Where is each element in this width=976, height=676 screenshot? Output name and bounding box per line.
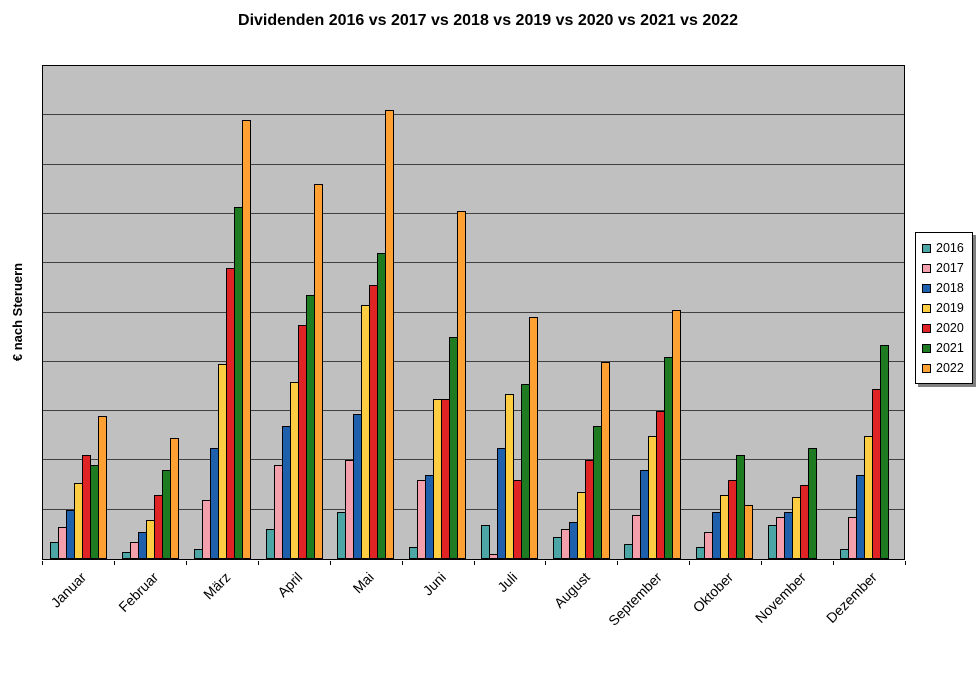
bar-2021-november bbox=[807, 448, 817, 559]
x-axis-tick bbox=[689, 561, 691, 565]
x-tick-label-märz: März bbox=[199, 569, 234, 603]
bar-groups bbox=[43, 66, 904, 559]
legend-item-2017: 2017 bbox=[922, 258, 966, 278]
bar-2019-juli bbox=[504, 393, 514, 559]
bar-2022-juli bbox=[528, 317, 538, 559]
legend-label-2016: 2016 bbox=[936, 241, 964, 255]
bar-group-februar bbox=[115, 66, 187, 559]
x-axis-tick bbox=[113, 561, 115, 565]
x-axis-tick bbox=[833, 561, 835, 565]
bar-group-märz bbox=[187, 66, 259, 559]
x-tick-label-januar: Januar bbox=[47, 569, 90, 611]
legend-item-2019: 2019 bbox=[922, 298, 966, 318]
bar-2022-juni bbox=[457, 211, 467, 559]
bar-group-april bbox=[258, 66, 330, 559]
legend-label-2018: 2018 bbox=[936, 281, 964, 295]
x-axis-tick bbox=[257, 561, 259, 565]
x-axis-tick bbox=[401, 561, 403, 565]
x-tick-label-august: August bbox=[550, 569, 593, 612]
bar-2022-september bbox=[672, 310, 682, 559]
x-axis-tick bbox=[545, 561, 547, 565]
gridline bbox=[43, 163, 904, 165]
bar-2022-mai bbox=[385, 110, 395, 559]
bar-group-september bbox=[617, 66, 689, 559]
x-axis-tick bbox=[761, 561, 763, 565]
x-axis-tick bbox=[329, 561, 331, 565]
bar-group-juli bbox=[474, 66, 546, 559]
bar-2021-dezember bbox=[879, 344, 889, 559]
legend-label-2022: 2022 bbox=[936, 361, 964, 375]
legend-label-2017: 2017 bbox=[936, 261, 964, 275]
legend-swatch-2019 bbox=[922, 303, 931, 313]
x-tick-label-juni: Juni bbox=[419, 569, 449, 599]
bar-2022-märz bbox=[241, 120, 251, 559]
x-tick-label-juli: Juli bbox=[494, 569, 521, 596]
legend-item-2021: 2021 bbox=[922, 338, 966, 358]
x-axis-tick bbox=[473, 561, 475, 565]
gridline bbox=[43, 311, 904, 313]
x-axis-tick bbox=[617, 561, 619, 565]
gridline bbox=[43, 114, 904, 116]
legend-item-2020: 2020 bbox=[922, 318, 966, 338]
bar-group-mai bbox=[330, 66, 402, 559]
legend-swatch-2020 bbox=[922, 323, 931, 333]
x-tick-label-mai: Mai bbox=[349, 569, 377, 597]
x-tick-label-februar: Februar bbox=[115, 569, 162, 615]
gridline bbox=[43, 262, 904, 264]
bar-2022-januar bbox=[98, 416, 108, 559]
chart-title: Dividenden 2016 vs 2017 vs 2018 vs 2019 … bbox=[238, 12, 738, 29]
x-tick-label-april: April bbox=[273, 569, 306, 601]
bar-2022-april bbox=[313, 184, 323, 559]
legend: 2016 2017 2018 2019 2020 2021 2022 bbox=[915, 232, 973, 384]
x-axis-tick bbox=[905, 561, 906, 565]
bar-group-november bbox=[761, 66, 833, 559]
gridline bbox=[43, 212, 904, 214]
plot-area bbox=[42, 65, 905, 560]
legend-label-2021: 2021 bbox=[936, 341, 964, 355]
bar-2022-oktober bbox=[744, 504, 754, 559]
x-tick-label-oktober: Oktober bbox=[689, 569, 737, 616]
gridline bbox=[43, 360, 904, 362]
x-tick-label-dezember: Dezember bbox=[823, 569, 881, 626]
legend-swatch-2017 bbox=[922, 263, 931, 273]
legend-swatch-2021 bbox=[922, 343, 931, 353]
bar-group-dezember bbox=[832, 66, 904, 559]
legend-swatch-2018 bbox=[922, 283, 931, 293]
legend-item-2016: 2016 bbox=[922, 238, 966, 258]
legend-label-2020: 2020 bbox=[936, 321, 964, 335]
legend-item-2022: 2022 bbox=[922, 358, 966, 378]
x-axis-tick bbox=[185, 561, 187, 565]
gridline bbox=[43, 410, 904, 412]
bar-group-januar bbox=[43, 66, 115, 559]
bar-group-august bbox=[545, 66, 617, 559]
bar-2022-februar bbox=[170, 438, 180, 559]
bar-group-oktober bbox=[689, 66, 761, 559]
x-tick-label-november: November bbox=[751, 569, 809, 626]
legend-swatch-2022 bbox=[922, 363, 931, 373]
bar-2016-juli bbox=[480, 524, 490, 559]
gridline bbox=[43, 508, 904, 510]
x-tick-label-september: September bbox=[604, 569, 665, 629]
legend-label-2019: 2019 bbox=[936, 301, 964, 315]
legend-swatch-2016 bbox=[922, 243, 931, 253]
bar-group-juni bbox=[402, 66, 474, 559]
y-axis-label: € nach Steruern bbox=[10, 262, 25, 362]
gridline bbox=[43, 459, 904, 461]
legend-item-2018: 2018 bbox=[922, 278, 966, 298]
x-axis-tick bbox=[42, 561, 43, 565]
bar-2022-august bbox=[600, 361, 610, 559]
